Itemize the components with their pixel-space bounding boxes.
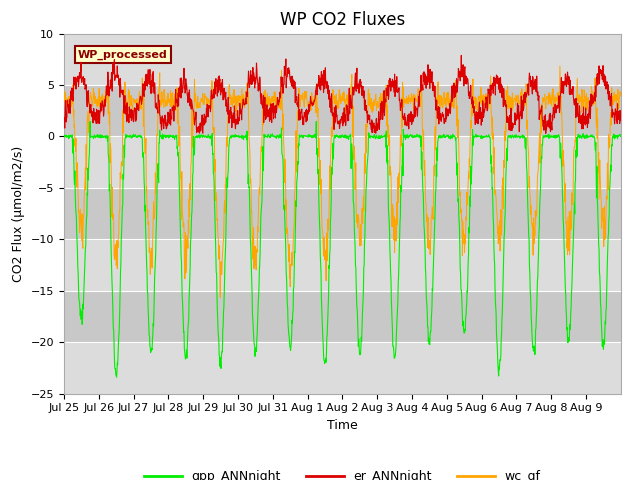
X-axis label: Time: Time bbox=[327, 419, 358, 432]
Bar bbox=[64, 136, 621, 188]
Bar bbox=[64, 291, 621, 342]
Text: WP_processed: WP_processed bbox=[78, 50, 168, 60]
Bar bbox=[64, 85, 621, 136]
Bar bbox=[64, 188, 621, 240]
Bar bbox=[64, 342, 621, 394]
Legend: gpp_ANNnight, er_ANNnight, wc_gf: gpp_ANNnight, er_ANNnight, wc_gf bbox=[140, 465, 545, 480]
Bar bbox=[64, 34, 621, 85]
Y-axis label: CO2 Flux (μmol/m2/s): CO2 Flux (μmol/m2/s) bbox=[12, 145, 25, 282]
Bar bbox=[64, 240, 621, 291]
Title: WP CO2 Fluxes: WP CO2 Fluxes bbox=[280, 11, 405, 29]
